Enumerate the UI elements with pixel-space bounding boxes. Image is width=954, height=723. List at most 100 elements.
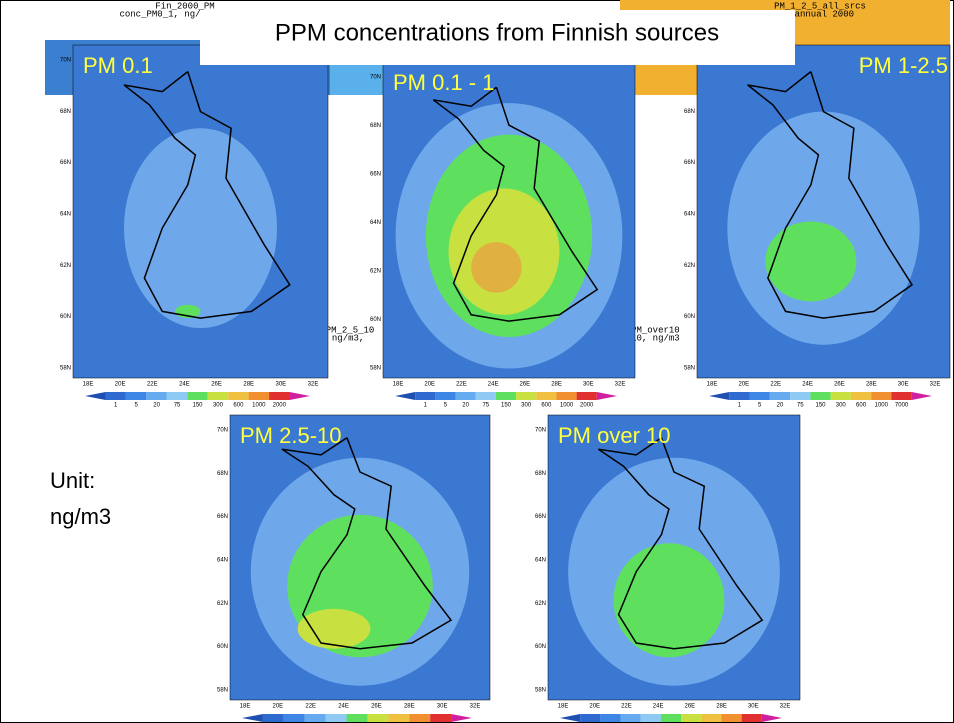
lat-label: 58N xyxy=(60,366,71,372)
colorbar-swatch xyxy=(435,392,455,400)
lat-label: 62N xyxy=(535,601,546,607)
colorbar-label: 600 xyxy=(233,403,244,409)
lon-label: 26E xyxy=(685,704,696,710)
colorbar-label: 7000 xyxy=(895,403,909,409)
colorbar-swatch xyxy=(105,392,125,400)
colorbar-swatch xyxy=(742,714,762,722)
colorbar-label: 2000 xyxy=(273,403,287,409)
colorbar-label: 150 xyxy=(192,403,203,409)
lat-label: 68N xyxy=(60,109,71,115)
panel-label: PM 2.5-10 xyxy=(240,423,342,448)
colorbar-swatch xyxy=(367,714,388,722)
unit-text: Unit: xyxy=(50,468,95,493)
lat-label: 64N xyxy=(370,220,381,226)
lon-label: 22E xyxy=(770,382,781,388)
colorbar-label: 600 xyxy=(856,403,867,409)
lat-label: 70N xyxy=(370,75,381,81)
colorbar-swatch xyxy=(577,392,597,400)
lon-label: 32E xyxy=(615,382,626,388)
colorbar-label: 75 xyxy=(174,403,181,409)
colorbar-label: 75 xyxy=(482,403,489,409)
map-panel: 70N68N66N64N62N60N58N18E20E22E24E26E28E3… xyxy=(684,45,950,409)
page: {"title": "PPM concentrations from Finni… xyxy=(0,0,954,723)
lat-label: 66N xyxy=(60,160,71,166)
colorbar-swatch xyxy=(600,714,620,722)
lat-label: 58N xyxy=(217,688,228,694)
colorbar-label: 300 xyxy=(213,403,224,409)
colorbar-swatch xyxy=(721,714,741,722)
panel-label: PM 0.1 xyxy=(83,53,153,78)
colorbar-swatch xyxy=(750,392,770,400)
lat-label: 70N xyxy=(217,428,228,434)
lon-label: 32E xyxy=(930,382,941,388)
colorbar-label: 1000 xyxy=(252,403,266,409)
lat-label: 64N xyxy=(535,558,546,564)
colorbar-label: 1000 xyxy=(875,403,889,409)
colorbar-swatch xyxy=(284,714,305,722)
lon-label: 26E xyxy=(834,382,845,388)
colorbar-label: 150 xyxy=(815,403,826,409)
lat-label: 68N xyxy=(535,471,546,477)
lon-label: 20E xyxy=(273,704,284,710)
colorbar-swatch xyxy=(810,392,830,400)
unit-text: ng/m3 xyxy=(50,504,111,529)
lat-label: 60N xyxy=(684,314,695,320)
colorbar-swatch xyxy=(456,392,476,400)
colorbar-swatch xyxy=(681,714,701,722)
colorbar-swatch xyxy=(701,714,721,722)
colorbar-swatch xyxy=(415,392,435,400)
colorbar-swatch xyxy=(661,714,681,722)
colorbar-label: 75 xyxy=(797,403,804,409)
colorbar-swatch xyxy=(516,392,536,400)
concentration-area xyxy=(614,543,725,657)
lon-label: 18E xyxy=(558,704,569,710)
colorbar-label: 2000 xyxy=(580,403,594,409)
colorbar-swatch xyxy=(729,392,749,400)
lon-label: 18E xyxy=(83,382,94,388)
colorbar-swatch xyxy=(305,714,326,722)
lon-label: 26E xyxy=(520,382,531,388)
colorbar-swatch xyxy=(430,714,451,722)
lon-label: 30E xyxy=(748,704,759,710)
title: PPM concentrations from Finnish sources xyxy=(275,19,719,46)
lon-label: 28E xyxy=(404,704,415,710)
concentration-area xyxy=(298,609,371,649)
lon-label: 22E xyxy=(456,382,467,388)
colorbar-swatch xyxy=(580,714,600,722)
panel-label: PM over 10 xyxy=(558,423,671,448)
lat-label: 66N xyxy=(217,514,228,520)
lat-label: 70N xyxy=(60,58,71,64)
lat-label: 60N xyxy=(535,644,546,650)
colorbar-label: 20 xyxy=(153,403,160,409)
colorbar-swatch xyxy=(146,392,166,400)
colorbar-swatch xyxy=(556,392,576,400)
lon-label: 28E xyxy=(866,382,877,388)
lat-label: 60N xyxy=(60,314,71,320)
lon-label: 20E xyxy=(115,382,126,388)
panel-label: PM 1-2.5 xyxy=(859,53,948,78)
colorbar-swatch xyxy=(476,392,496,400)
lon-label: 26E xyxy=(371,704,382,710)
map-panel: 70N68N66N64N62N60N58N18E20E22E24E26E28E3… xyxy=(60,45,328,409)
colorbar-swatch xyxy=(326,714,347,722)
colorbar-swatch xyxy=(831,392,851,400)
lat-label: 70N xyxy=(535,428,546,434)
colorbar-swatch xyxy=(126,392,146,400)
colorbar-swatch xyxy=(269,392,289,400)
lon-label: 22E xyxy=(621,704,632,710)
lon-label: 24E xyxy=(802,382,813,388)
lon-label: 30E xyxy=(583,382,594,388)
colorbar-label: 600 xyxy=(541,403,552,409)
lat-label: 58N xyxy=(684,366,695,372)
slide: Fin_2000_PMconc_PM0_1, ng/PM_1_2_5_all_s… xyxy=(0,0,954,723)
colorbar-swatch xyxy=(208,392,228,400)
colorbar-swatch xyxy=(871,392,891,400)
lat-label: 62N xyxy=(60,263,71,269)
lon-label: 26E xyxy=(211,382,222,388)
lat-label: 64N xyxy=(60,212,71,218)
lat-label: 62N xyxy=(684,263,695,269)
lat-label: 62N xyxy=(370,269,381,275)
